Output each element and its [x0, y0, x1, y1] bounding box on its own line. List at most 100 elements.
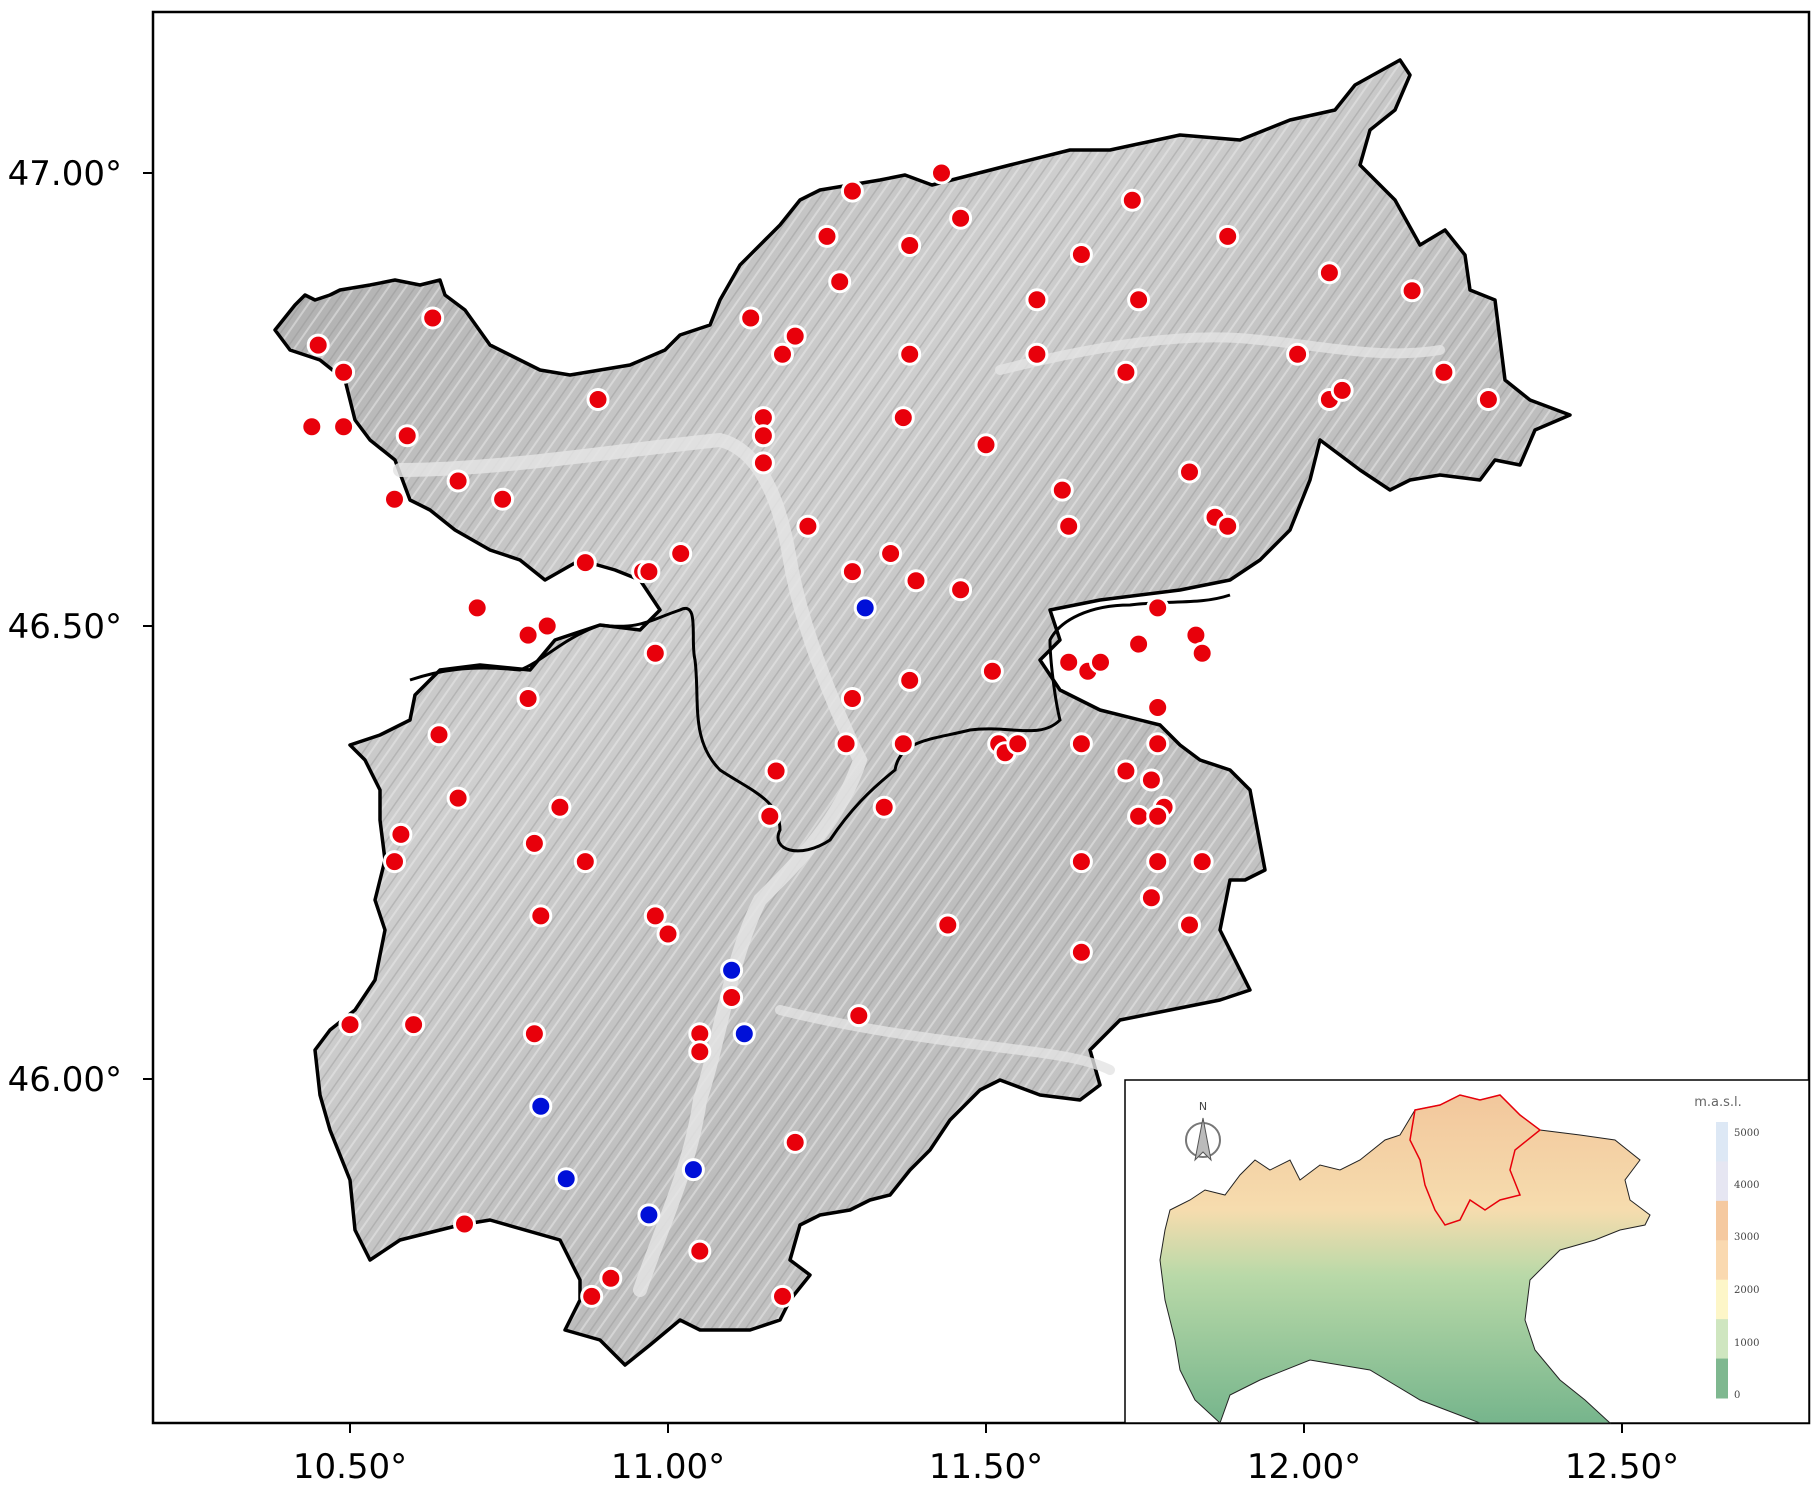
station-red-78 [1127, 804, 1151, 828]
station-red-47 [1286, 342, 1310, 366]
station-red-38 [1025, 288, 1049, 312]
station-red-111 [599, 1266, 623, 1290]
station-red-84 [427, 723, 451, 747]
station-red-46 [1400, 279, 1424, 303]
station-red-24 [739, 306, 763, 330]
station-red-61 [1057, 650, 1081, 674]
station-red-54 [1057, 514, 1081, 538]
station-red-65 [898, 668, 922, 692]
legend-swatch [1716, 1200, 1728, 1241]
station-red-63 [1089, 650, 1112, 674]
x-tick-label: 10.50° [293, 1447, 407, 1487]
valley-pusteria [995, 332, 1445, 375]
station-red-33 [796, 514, 820, 538]
valley-valsugana [775, 1005, 1115, 1075]
station-red-107 [847, 1004, 871, 1028]
station-red-66 [840, 687, 864, 710]
elevation-legend: 5000 4000 3000 2000 1000 0 [1716, 1122, 1759, 1401]
station-red-60 [1127, 632, 1151, 656]
station-red-83 [516, 687, 540, 710]
station-red-56 [1216, 514, 1240, 538]
legend-swatch [1716, 1279, 1728, 1320]
station-red-48 [1432, 360, 1456, 384]
legend-tick-label: 5000 [1734, 1128, 1759, 1139]
station-red-22 [898, 234, 922, 257]
station-red-85 [446, 786, 470, 810]
station-blue-1 [720, 958, 744, 982]
station-red-106 [720, 986, 744, 1009]
station-red-2 [300, 415, 324, 439]
station-red-21 [949, 206, 973, 230]
station-red-99 [1069, 940, 1093, 964]
legend-swatch [1716, 1122, 1728, 1162]
station-red-93 [1190, 850, 1214, 874]
station-red-86 [548, 795, 572, 819]
station-red-14 [465, 596, 489, 620]
x-axis: 10.50° 11.00° 11.50° 12.00° 12.50° [293, 1423, 1679, 1487]
y-tick-label: 47.00° [8, 154, 122, 194]
station-red-103 [522, 1022, 546, 1046]
station-red-80 [764, 759, 788, 783]
station-red-64 [980, 659, 1004, 683]
station-red-18 [840, 179, 864, 203]
legend-swatch [1716, 1240, 1728, 1281]
x-tick-label: 11.00° [611, 1447, 725, 1487]
station-red-6 [446, 469, 470, 493]
station-red-19 [930, 161, 953, 185]
station-red-36 [904, 569, 928, 593]
station-red-67 [834, 732, 858, 756]
station-red-32 [974, 433, 998, 457]
station-red-108 [783, 1130, 807, 1154]
station-red-13 [669, 542, 693, 565]
legend-swatch [1716, 1161, 1728, 1202]
station-red-3 [332, 415, 356, 439]
station-red-113 [771, 1284, 794, 1308]
station-red-101 [338, 1013, 362, 1037]
station-red-75 [1114, 759, 1138, 783]
station-red-90 [573, 850, 597, 874]
region-relief [273, 58, 1572, 1367]
y-tick-label: 46.00° [8, 1060, 122, 1100]
station-blue-0 [853, 596, 877, 620]
legend-swatch [1716, 1358, 1728, 1399]
station-red-95 [529, 904, 553, 928]
station-red-23 [828, 270, 852, 294]
station-red-9 [586, 388, 610, 411]
y-tick-label: 46.50° [8, 607, 122, 647]
station-red-76 [1139, 768, 1163, 792]
station-red-70 [1146, 732, 1170, 756]
station-red-44 [1114, 360, 1138, 384]
station-red-40 [1120, 188, 1144, 212]
x-tick-label: 12.50° [1565, 1447, 1679, 1487]
station-red-53 [1050, 478, 1074, 502]
station-blue-2 [732, 1022, 756, 1046]
station-red-92 [1146, 850, 1170, 874]
station-red-1 [332, 360, 356, 384]
legend-tick-label: 3000 [1734, 1232, 1759, 1243]
station-blue-4 [554, 1167, 578, 1191]
legend-tick-label: 1000 [1734, 1338, 1759, 1349]
station-red-105 [688, 1040, 712, 1064]
station-red-29 [751, 424, 775, 448]
station-blue-5 [637, 1203, 661, 1227]
legend-title: m.a.s.l. [1694, 1095, 1742, 1110]
station-blue-6 [681, 1158, 705, 1182]
station-layer-blue [529, 596, 877, 1227]
x-tick-label: 11.50° [929, 1447, 1043, 1487]
station-red-50 [1330, 378, 1354, 402]
station-red-15 [516, 623, 540, 647]
station-red-71 [1069, 732, 1093, 756]
station-red-98 [936, 913, 960, 937]
station-red-82 [872, 795, 896, 819]
station-red-26 [771, 342, 794, 366]
station-layer-red [300, 161, 1500, 1308]
station-red-35 [879, 542, 903, 565]
station-red-74 [1006, 732, 1030, 756]
station-red-89 [522, 831, 546, 855]
station-red-0 [306, 333, 330, 357]
station-red-27 [898, 342, 922, 366]
station-red-7 [383, 487, 406, 511]
station-red-68 [891, 732, 915, 756]
province-boundary [409, 593, 1231, 853]
